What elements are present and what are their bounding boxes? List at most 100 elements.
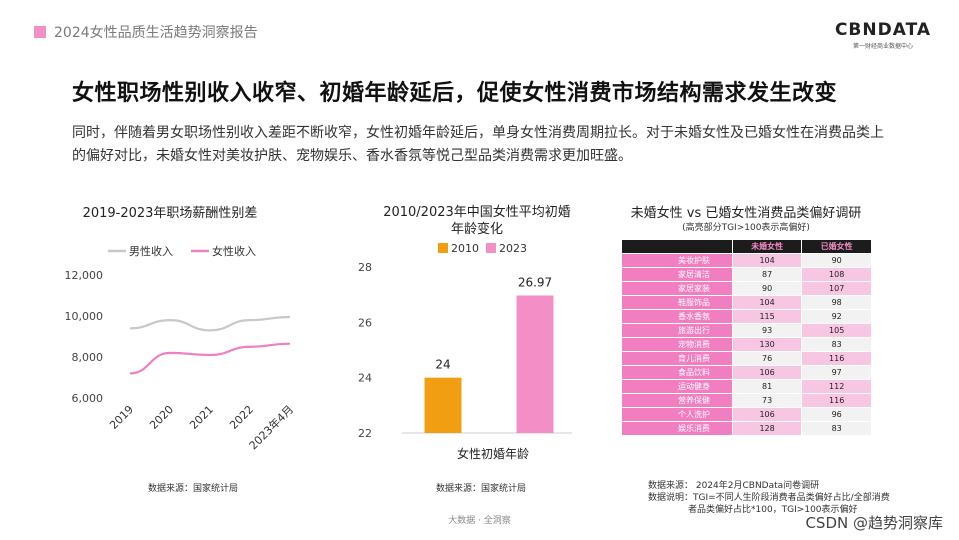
table-cell-category: 营养保健 bbox=[621, 393, 733, 408]
salary-gap-line-chart: 男性收入 女性收入 6,000 8,000 10,000 12,000 2019 202… bbox=[65, 244, 297, 452]
line-y-tick: 10,000 bbox=[65, 310, 104, 323]
table-row: 食品饮料 106 97 bbox=[621, 365, 872, 380]
table-cell-married: 96 bbox=[801, 407, 872, 422]
bar-chart-title: 2010/2023年中国女性平均初婚 年龄变化 bbox=[362, 204, 592, 238]
table-row: 营养保健 73 116 bbox=[621, 393, 872, 408]
table-cell-category: 运动健身 bbox=[621, 379, 733, 394]
line-legend: 男性收入 女性收入 bbox=[108, 244, 256, 258]
table-row: 育儿消费 76 116 bbox=[621, 351, 872, 366]
header-accent-square bbox=[34, 26, 46, 38]
table-cell-unmarried: 128 bbox=[731, 421, 803, 436]
table-cell-unmarried: 90 bbox=[731, 281, 803, 296]
table-cell-unmarried: 93 bbox=[731, 323, 803, 338]
table-cell-married: 90 bbox=[801, 253, 872, 268]
table-cell-unmarried: 106 bbox=[731, 365, 803, 380]
legend-swatch-2010 bbox=[438, 243, 448, 253]
table-cell-category: 美妆护肤 bbox=[621, 253, 733, 268]
line-series-female bbox=[129, 342, 291, 375]
table-cell-unmarried: 130 bbox=[731, 337, 803, 352]
bar-value-label-2010: 24 bbox=[435, 358, 450, 372]
line-series-group bbox=[129, 315, 291, 375]
bar-y-tick: 22 bbox=[358, 427, 372, 440]
line-x-tick: 2020 bbox=[147, 403, 176, 432]
table-cell-married: 83 bbox=[801, 421, 872, 436]
table-cell-category: 育儿消费 bbox=[621, 351, 733, 366]
table-cell-married: 112 bbox=[801, 379, 872, 394]
line-x-tick: 2019 bbox=[107, 403, 136, 432]
bar-y-tick: 28 bbox=[358, 261, 372, 274]
table-cell-category: 旅游出行 bbox=[621, 323, 733, 338]
bar-chart-source: 数据来源：国家统计局 bbox=[436, 484, 527, 494]
table-cell-category: 宠物消费 bbox=[621, 337, 733, 352]
legend-label-female: 女性收入 bbox=[212, 244, 256, 258]
table-source-line1: 数据来源： 2024年2月CBNData问卷调研 bbox=[648, 481, 820, 491]
table-cell-category: 鞋服饰品 bbox=[621, 295, 733, 310]
line-y-axis: 6,000 8,000 10,000 12,000 bbox=[65, 269, 104, 405]
table-source-line3: 者品类偏好占比*100，TGI>100表示偏好 bbox=[688, 505, 858, 515]
legend-swatch-2023 bbox=[486, 243, 496, 253]
table-source: 数据来源： 2024年2月CBNData问卷调研 数据说明：TGI=不同人生阶段… bbox=[648, 480, 890, 516]
bar-2023 bbox=[516, 295, 554, 433]
table-header-row: 未婚女性 已婚女性 bbox=[621, 239, 872, 254]
legend-label-2010: 2010 bbox=[451, 242, 479, 255]
table-row: 宠物消费 130 83 bbox=[621, 337, 872, 352]
bar-value-label-2023: 26.97 bbox=[518, 275, 552, 289]
table-header-category bbox=[621, 239, 733, 254]
table-row: 家居家装 90 107 bbox=[621, 281, 872, 296]
legend-label-2023: 2023 bbox=[499, 242, 527, 255]
table-subtitle: (高亮部分TGI>100表示高偏好) bbox=[682, 223, 810, 233]
preference-table: 未婚女性 已婚女性 美妆护肤 104 90 家居清洁 87 108 家居家装 90 107 鞋服饰… bbox=[621, 239, 872, 436]
bar-legend: 2010 2023 bbox=[438, 242, 527, 255]
table-cell-married: 116 bbox=[801, 393, 872, 408]
table-cell-married: 107 bbox=[801, 281, 872, 296]
table-cell-unmarried: 87 bbox=[731, 267, 803, 282]
legend-label-male: 男性收入 bbox=[129, 244, 173, 258]
line-x-tick: 2021 bbox=[187, 403, 216, 432]
table-cell-unmarried: 104 bbox=[731, 253, 803, 268]
table-cell-unmarried: 104 bbox=[731, 295, 803, 310]
table-cell-unmarried: 76 bbox=[731, 351, 803, 366]
table-cell-married: 105 bbox=[801, 323, 872, 338]
footer-tagline: 大数据 · 全洞察 bbox=[448, 516, 511, 526]
table-title: 未婚女性 vs 已婚女性消费品类偏好调研 bbox=[630, 206, 862, 221]
bar-series-group: 24 26.97 bbox=[402, 275, 572, 434]
intro-paragraph: 同时，伴随着男女职场性别收入差距不断收窄，女性初婚年龄延后，单身女性消费周期拉长… bbox=[72, 125, 884, 164]
table-cell-unmarried: 73 bbox=[731, 393, 803, 408]
table-cell-married: 116 bbox=[801, 351, 872, 366]
credit-label: CSDN @趋势洞察库 bbox=[805, 514, 943, 532]
line-series-male bbox=[129, 315, 291, 332]
line-chart-source: 数据来源：国家统计局 bbox=[148, 484, 239, 494]
table-cell-unmarried: 81 bbox=[731, 379, 803, 394]
line-chart-title: 2019-2023年职场薪酬性别差 bbox=[82, 206, 258, 221]
table-header-married: 已婚女性 bbox=[801, 239, 872, 254]
bar-y-tick: 24 bbox=[358, 372, 372, 385]
table-cell-married: 92 bbox=[801, 309, 872, 324]
page-title: 女性职场性别收入收窄、初婚年龄延后，促使女性消费市场结构需求发生改变 bbox=[72, 81, 838, 106]
marriage-age-bar-chart: 2010 2023 22 24 26 28 24 26.97 女性初婚年龄 bbox=[358, 242, 572, 461]
bar-chart-title-line2: 年龄变化 bbox=[450, 222, 503, 237]
table-cell-category: 个人洗护 bbox=[621, 407, 733, 422]
bar-x-axis-label: 女性初婚年龄 bbox=[457, 446, 529, 461]
table-body: 美妆护肤 104 90 家居清洁 87 108 家居家装 90 107 鞋服饰品 104 98 香水香氛… bbox=[621, 253, 872, 436]
line-y-tick: 8,000 bbox=[72, 351, 104, 364]
table-cell-category: 食品饮料 bbox=[621, 365, 733, 380]
table-cell-married: 83 bbox=[801, 337, 872, 352]
table-row: 香水香氛 115 92 bbox=[621, 309, 872, 324]
table-cell-unmarried: 115 bbox=[731, 309, 803, 324]
table-cell-married: 97 bbox=[801, 365, 872, 380]
bar-chart-title-line1: 2010/2023年中国女性平均初婚 bbox=[383, 205, 571, 220]
table-header-unmarried: 未婚女性 bbox=[731, 239, 803, 254]
table-row: 美妆护肤 104 90 bbox=[621, 253, 872, 268]
bar-y-tick: 26 bbox=[358, 316, 372, 329]
table-row: 鞋服饰品 104 98 bbox=[621, 295, 872, 310]
bar-2010 bbox=[424, 377, 462, 433]
report-title: 2024女性品质生活趋势洞察报告 bbox=[54, 25, 258, 41]
line-y-tick: 6,000 bbox=[72, 392, 104, 405]
bar-y-axis: 22 24 26 28 bbox=[358, 261, 372, 440]
table-row: 运动健身 81 112 bbox=[621, 379, 872, 394]
table-row: 家居清洁 87 108 bbox=[621, 267, 872, 282]
table-row: 个人洗护 106 96 bbox=[621, 407, 872, 422]
table-cell-married: 98 bbox=[801, 295, 872, 310]
table-cell-married: 108 bbox=[801, 267, 872, 282]
